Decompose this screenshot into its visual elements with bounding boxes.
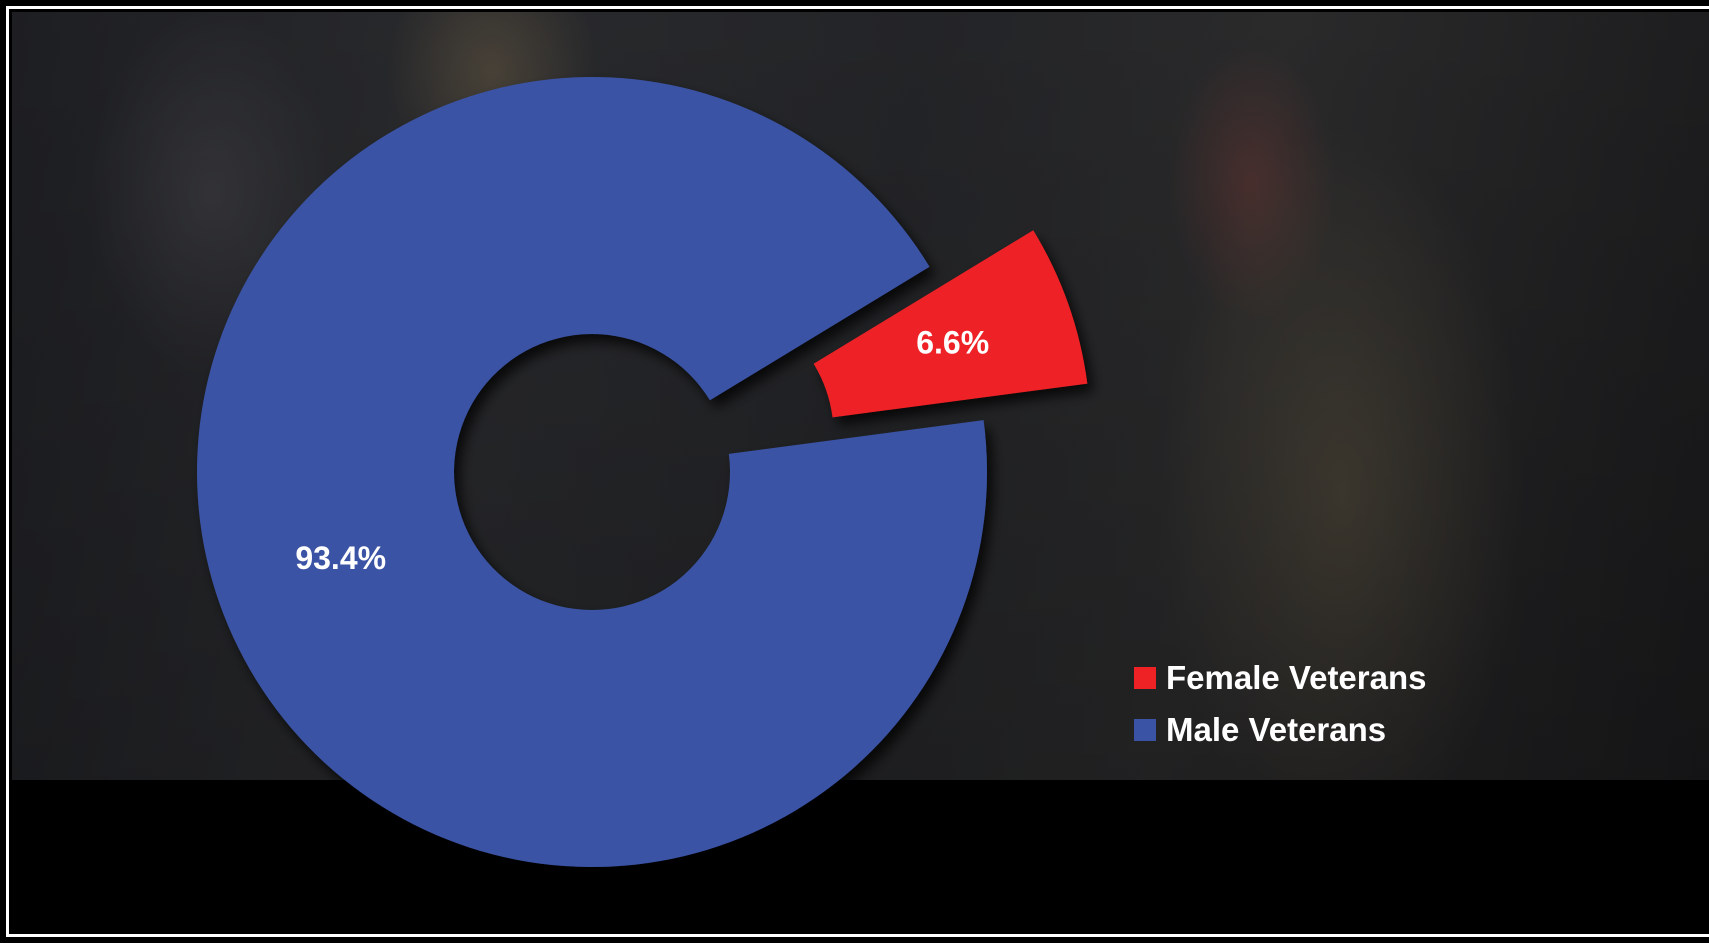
legend-swatch-female	[1134, 667, 1156, 689]
legend-item-male: Male Veterans	[1134, 704, 1427, 756]
donut-slice-male	[196, 77, 987, 868]
chart-legend: Female Veterans Male Veterans	[1134, 652, 1427, 756]
slice-label-male: 93.4%	[295, 540, 386, 576]
donut-slice-female	[813, 230, 1088, 418]
bottom-band	[12, 780, 1709, 943]
legend-item-female: Female Veterans	[1134, 652, 1427, 704]
legend-label-male: Male Veterans	[1166, 711, 1387, 748]
slice-labels: 6.6% 93.4%	[295, 324, 989, 576]
legend-label-female: Female Veterans	[1166, 659, 1427, 696]
donut-slices	[196, 77, 1088, 868]
slice-label-female: 6.6%	[916, 324, 989, 360]
legend-swatch-male	[1134, 719, 1156, 741]
